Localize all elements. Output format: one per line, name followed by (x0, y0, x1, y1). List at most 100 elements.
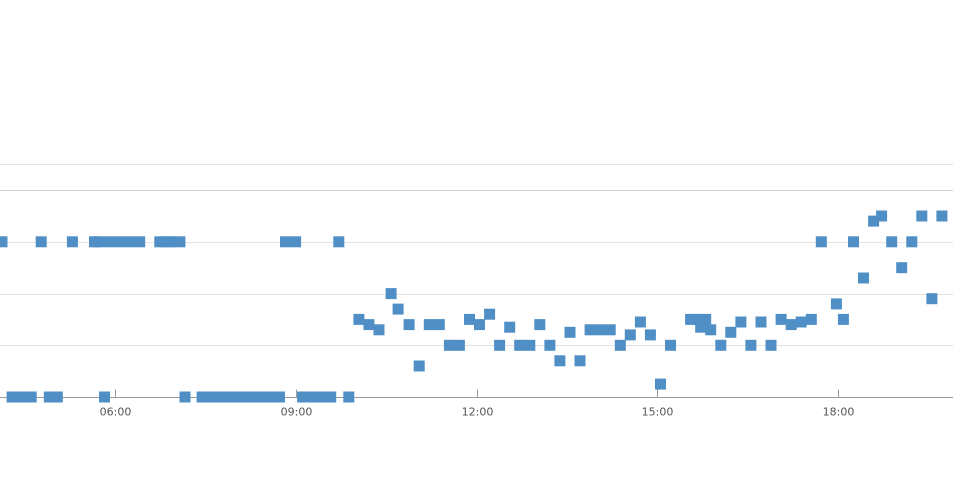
data-point[interactable] (564, 326, 576, 338)
data-point[interactable] (0, 236, 8, 248)
data-point[interactable] (154, 236, 166, 248)
data-point[interactable] (655, 378, 666, 390)
data-points-layer (0, 210, 948, 403)
data-point[interactable] (274, 391, 285, 403)
data-point[interactable] (343, 391, 355, 403)
data-point[interactable] (201, 391, 213, 403)
data-point[interactable] (443, 339, 455, 351)
data-point[interactable] (35, 236, 47, 248)
data-point[interactable] (43, 391, 55, 403)
data-point[interactable] (99, 391, 110, 403)
data-point[interactable] (179, 391, 191, 403)
data-point[interactable] (544, 339, 556, 351)
x-tick-label: 18:00 (823, 406, 855, 419)
data-point[interactable] (104, 236, 116, 248)
data-point[interactable] (775, 313, 787, 325)
x-tick-label: 09:00 (281, 406, 313, 419)
data-point[interactable] (514, 339, 526, 351)
data-point[interactable] (66, 236, 78, 248)
data-point[interactable] (785, 319, 797, 331)
data-point[interactable] (504, 321, 516, 333)
data-point[interactable] (815, 236, 827, 248)
data-point[interactable] (325, 391, 337, 403)
data-point[interactable] (114, 236, 126, 248)
data-point[interactable] (695, 321, 707, 333)
data-point[interactable] (474, 319, 485, 331)
data-point[interactable] (433, 319, 445, 331)
data-point[interactable] (926, 293, 938, 305)
data-point[interactable] (253, 391, 265, 403)
data-point[interactable] (494, 339, 506, 351)
data-point[interactable] (916, 210, 928, 222)
data-point[interactable] (392, 303, 404, 315)
data-point[interactable] (685, 313, 697, 325)
data-point[interactable] (876, 210, 888, 222)
data-point[interactable] (243, 391, 255, 403)
data-point[interactable] (765, 339, 777, 351)
data-point[interactable] (725, 326, 737, 338)
data-point[interactable] (830, 298, 842, 310)
data-point[interactable] (936, 210, 948, 222)
data-point[interactable] (215, 391, 227, 403)
data-point[interactable] (644, 329, 656, 341)
data-point[interactable] (534, 319, 546, 331)
data-point[interactable] (353, 313, 365, 325)
data-point[interactable] (755, 316, 767, 328)
data-point[interactable] (280, 236, 291, 248)
data-point[interactable] (584, 324, 596, 336)
data-point[interactable] (594, 324, 606, 336)
data-point[interactable] (484, 308, 496, 320)
data-point[interactable] (735, 316, 747, 328)
data-point[interactable] (165, 236, 177, 248)
data-point[interactable] (233, 391, 245, 403)
data-point[interactable] (745, 339, 757, 351)
x-tick-label: 12:00 (462, 406, 494, 419)
data-point[interactable] (315, 391, 327, 403)
data-point[interactable] (705, 324, 717, 336)
data-point[interactable] (305, 391, 317, 403)
data-point[interactable] (858, 272, 869, 284)
data-point[interactable] (848, 236, 859, 248)
data-point[interactable] (423, 319, 435, 331)
data-point[interactable] (363, 319, 375, 331)
data-point[interactable] (604, 324, 616, 336)
data-point[interactable] (94, 236, 105, 248)
data-point[interactable] (868, 215, 880, 227)
data-point[interactable] (207, 391, 219, 403)
data-point[interactable] (297, 391, 309, 403)
x-axis-ticks: 06:00 09:00 12:00 15:00 18:00 (100, 389, 855, 419)
data-point[interactable] (453, 339, 465, 351)
data-point[interactable] (224, 391, 236, 403)
data-point[interactable] (333, 236, 345, 248)
data-point[interactable] (665, 339, 676, 351)
data-point[interactable] (464, 313, 475, 325)
data-point[interactable] (51, 391, 63, 403)
data-point[interactable] (906, 236, 918, 248)
data-point[interactable] (290, 236, 302, 248)
data-point[interactable] (634, 316, 646, 328)
data-point[interactable] (614, 339, 626, 351)
data-point[interactable] (715, 339, 727, 351)
data-point[interactable] (524, 339, 536, 351)
data-point[interactable] (403, 319, 415, 331)
data-point[interactable] (25, 391, 37, 403)
data-point[interactable] (700, 313, 712, 325)
data-point[interactable] (554, 355, 566, 367)
data-point[interactable] (624, 329, 636, 341)
data-point[interactable] (805, 313, 817, 325)
data-point[interactable] (692, 313, 704, 325)
data-point[interactable] (134, 236, 146, 248)
data-point[interactable] (896, 262, 908, 274)
data-point[interactable] (886, 236, 898, 248)
data-point[interactable] (373, 324, 385, 336)
data-point[interactable] (263, 391, 275, 403)
data-point[interactable] (574, 355, 586, 367)
data-point[interactable] (16, 391, 28, 403)
data-point[interactable] (385, 288, 397, 300)
data-point[interactable] (413, 360, 425, 372)
data-point[interactable] (174, 236, 186, 248)
x-tick-label: 06:00 (100, 406, 132, 419)
data-point[interactable] (124, 236, 136, 248)
data-point[interactable] (837, 313, 849, 325)
data-point[interactable] (795, 316, 807, 328)
